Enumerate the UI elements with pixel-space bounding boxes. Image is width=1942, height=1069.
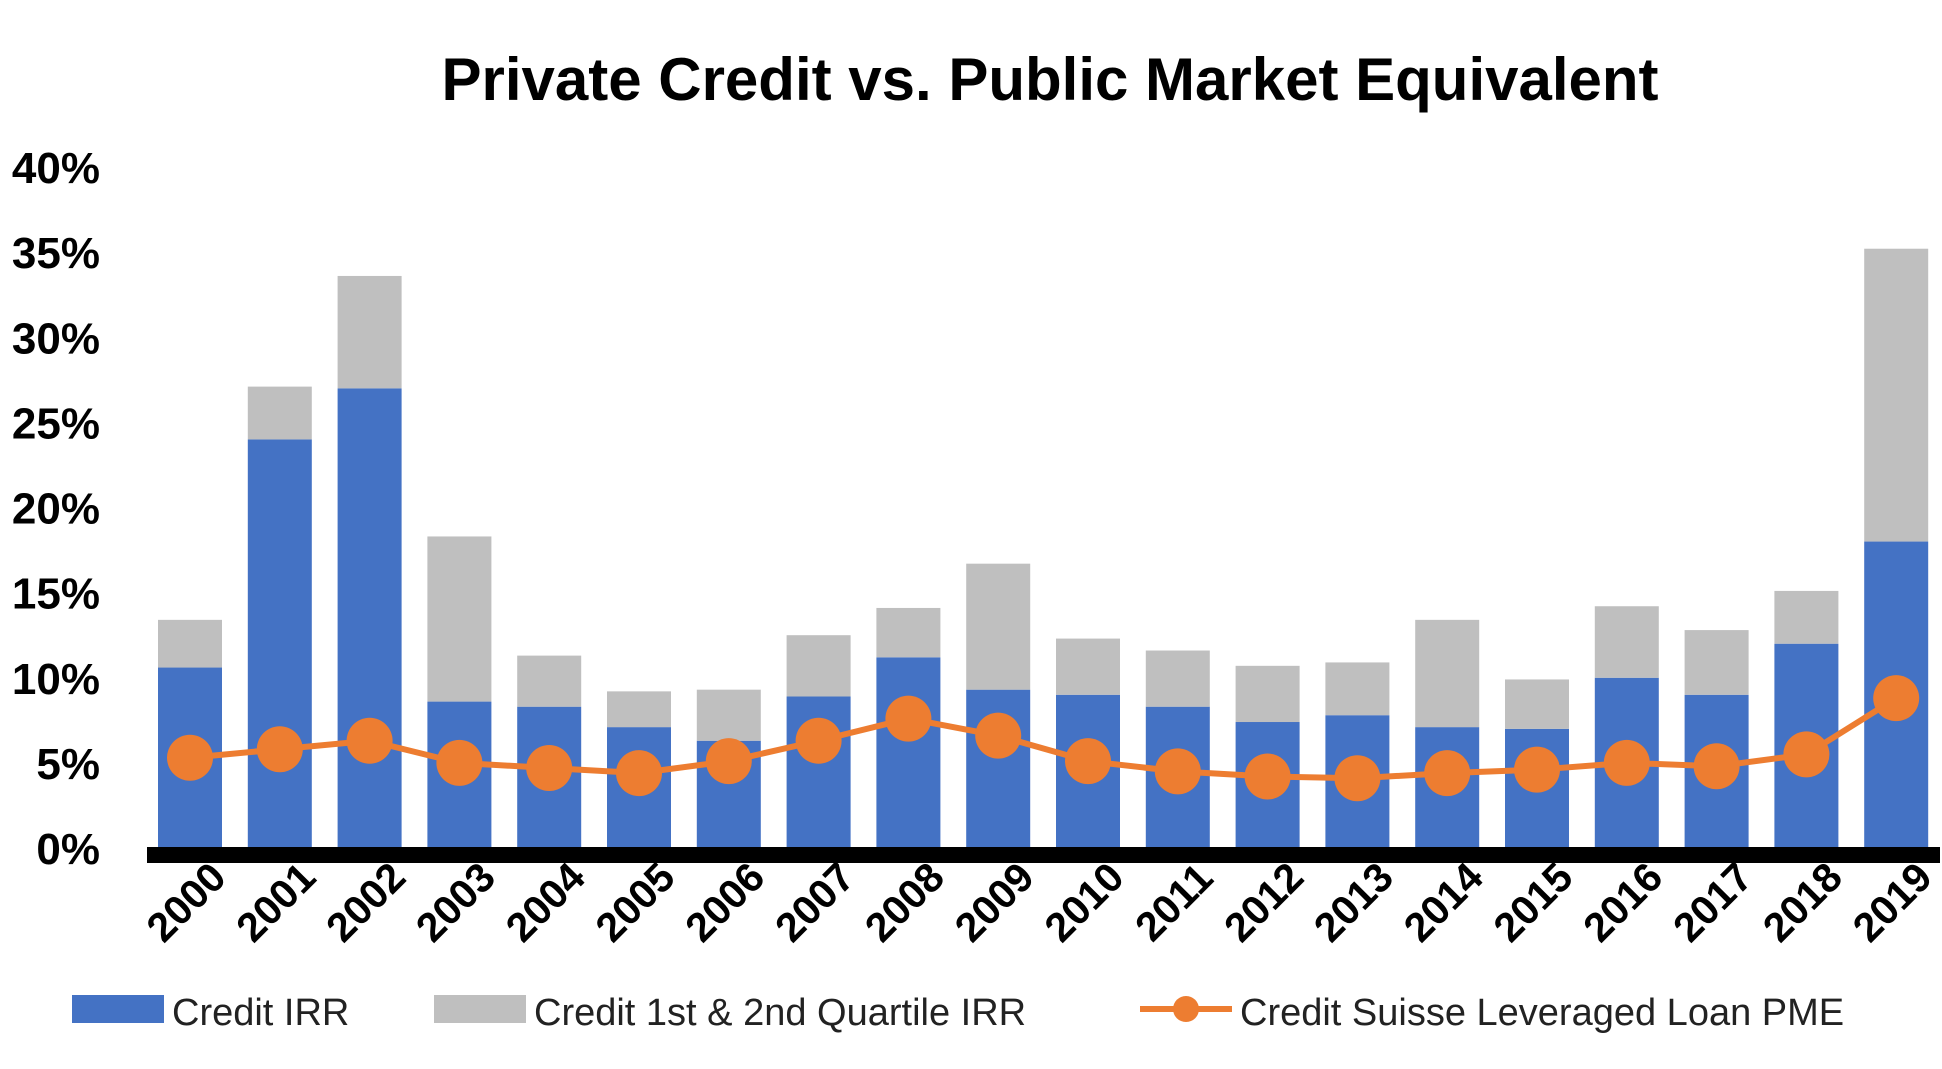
bar-quartile-irr	[1415, 619, 1480, 728]
bar-quartile-irr	[158, 619, 222, 668]
x-tick-label: 2007	[766, 854, 863, 951]
pme-point	[795, 717, 842, 764]
y-tick-label: 35%	[12, 229, 100, 278]
bar-quartile-irr	[876, 607, 941, 658]
legend-label-pme: Credit Suisse Leveraged Loan PME	[1240, 992, 1844, 1034]
x-tick-label: 2018	[1754, 854, 1851, 951]
y-tick-label: 0%	[36, 825, 100, 874]
x-tick-label: 2011	[1126, 854, 1221, 949]
bar-quartile-irr	[1145, 650, 1210, 707]
pme-point	[1334, 755, 1381, 802]
legend-label-quartile-irr: Credit 1st & 2nd Quartile IRR	[534, 992, 1026, 1034]
bar-quartile-irr	[247, 386, 312, 440]
bar-quartile-irr	[1056, 638, 1120, 695]
pme-point	[167, 734, 213, 781]
bar-quartile-irr	[517, 655, 582, 707]
legend-swatch-credit-irr	[72, 995, 164, 1023]
bar-quartile-irr	[337, 275, 402, 389]
pme-point	[1783, 731, 1830, 778]
pme-point	[1693, 743, 1740, 790]
bar-quartile-irr	[1864, 248, 1929, 542]
y-tick-label: 25%	[12, 399, 100, 448]
x-tick-label: 2014	[1395, 853, 1492, 950]
y-axis: 0% 5% 10% 15% 20% 25% 30% 35% 40%	[12, 144, 100, 874]
legend-swatch-quartile-irr	[434, 995, 526, 1023]
bar-quartile-irr	[696, 689, 761, 741]
pme-point	[526, 744, 573, 791]
x-tick-label: 2017	[1664, 854, 1761, 951]
bar-quartile-irr	[786, 635, 851, 697]
x-tick-label: 2003	[407, 854, 504, 951]
legend-swatch-pme-marker	[1173, 996, 1199, 1022]
pme-point	[256, 726, 303, 773]
x-tick-label: 2001	[227, 854, 324, 951]
x-axis: 2000200120022003200420052006200720082009…	[138, 853, 1941, 950]
x-tick-label: 2009	[946, 854, 1043, 951]
y-tick-label: 5%	[36, 740, 100, 789]
bar-credit-irr	[876, 657, 941, 848]
pme-point	[705, 738, 752, 785]
x-tick-label: 2010	[1036, 854, 1133, 951]
bar-quartile-irr	[1235, 665, 1300, 723]
bar-quartile-irr	[427, 536, 492, 702]
y-tick-label: 20%	[12, 485, 100, 534]
bar-quartile-irr	[1505, 679, 1569, 729]
bar-quartile-irr	[966, 563, 1031, 690]
x-tick-label: 2006	[676, 854, 773, 951]
pme-point	[346, 717, 393, 764]
pme-point	[975, 712, 1022, 759]
bars-group	[158, 248, 1929, 848]
bar-quartile-irr	[1774, 590, 1839, 644]
pme-point	[436, 739, 483, 786]
bar-quartile-irr	[1684, 630, 1749, 695]
bar-quartile-irr	[607, 691, 671, 728]
x-tick-label: 2019	[1844, 854, 1941, 951]
pme-point	[885, 695, 932, 742]
bar-quartile-irr	[1325, 662, 1390, 716]
y-tick-label: 10%	[12, 655, 100, 704]
bar-credit-irr	[337, 388, 402, 848]
x-tick-label: 2008	[856, 854, 953, 951]
legend: Credit IRR Credit 1st & 2nd Quartile IRR C…	[72, 992, 1844, 1034]
pme-point	[1424, 750, 1471, 797]
y-tick-label: 30%	[12, 314, 100, 363]
pme-series	[167, 675, 1920, 802]
pme-point	[616, 750, 662, 797]
bar-quartile-irr	[1594, 606, 1659, 678]
chart-title: Private Credit vs. Public Market Equival…	[441, 46, 1658, 113]
x-tick-label: 2012	[1215, 854, 1312, 951]
x-tick-label: 2004	[497, 853, 594, 950]
x-tick-label: 2015	[1485, 854, 1582, 951]
pme-point	[1244, 753, 1291, 800]
x-tick-label: 2002	[317, 854, 414, 951]
x-tick-label: 2000	[138, 854, 235, 951]
pme-point	[1154, 748, 1201, 795]
bar-credit-irr	[247, 439, 312, 848]
x-tick-label: 2005	[587, 854, 684, 951]
y-tick-label: 40%	[12, 144, 100, 193]
x-tick-label: 2013	[1305, 854, 1402, 951]
pme-point	[1514, 746, 1560, 793]
pme-point	[1873, 675, 1920, 722]
pme-point	[1603, 739, 1650, 786]
y-tick-label: 15%	[12, 570, 100, 619]
pme-point	[1065, 738, 1111, 785]
legend-label-credit-irr: Credit IRR	[172, 992, 349, 1034]
x-tick-label: 2016	[1574, 854, 1671, 951]
